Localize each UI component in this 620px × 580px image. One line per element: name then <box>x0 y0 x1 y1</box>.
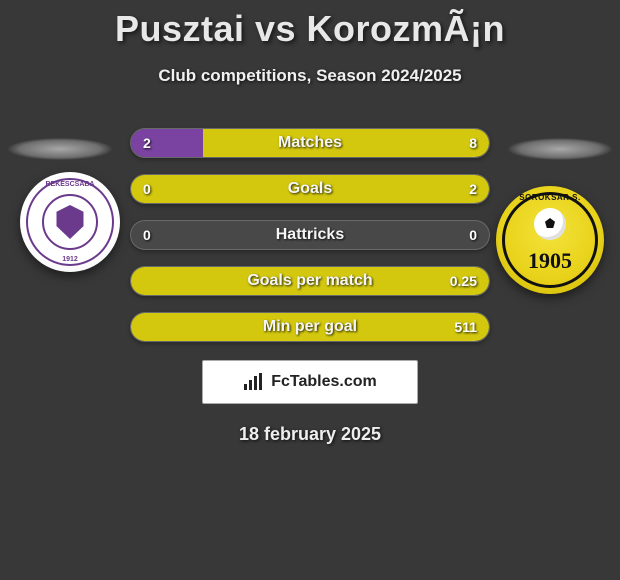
stat-value-left: 0 <box>143 181 151 197</box>
subtitle: Club competitions, Season 2024/2025 <box>0 66 620 86</box>
stat-value-right: 0.25 <box>450 273 477 289</box>
stat-fill-right <box>203 129 489 157</box>
stat-row: 2 8 Matches <box>130 128 490 158</box>
stat-label: Min per goal <box>263 318 357 336</box>
page-title: Pusztai vs KorozmÃ¡n <box>0 0 620 50</box>
stat-value-right: 8 <box>469 135 477 151</box>
badge-right-year: 1905 <box>528 248 572 274</box>
stat-label: Goals <box>288 180 332 198</box>
badge-right-shadow <box>508 138 612 160</box>
stat-value-left: 0 <box>143 227 151 243</box>
stat-value-right: 2 <box>469 181 477 197</box>
badge-left-crest-icon <box>55 205 85 239</box>
date-label: 18 february 2025 <box>0 424 620 445</box>
stat-rows: 2 8 Matches 0 2 Goals 0 0 Hattricks 0.25 Goals per… <box>130 128 490 358</box>
comparison-stage: BEKESCSABA 1912 SOROKSAR S. 1905 2 8 Match… <box>0 114 620 344</box>
team-badge-left: BEKESCSABA 1912 <box>20 172 120 272</box>
badge-left-shadow <box>8 138 112 160</box>
stat-row: 0 0 Hattricks <box>130 220 490 250</box>
badge-left-inner <box>42 194 98 250</box>
soccer-ball-icon <box>534 208 566 240</box>
stat-label: Matches <box>278 134 342 152</box>
bars-icon <box>243 373 265 391</box>
badge-left-bottom-text: 1912 <box>20 256 120 263</box>
brand-label: FcTables.com <box>271 373 377 391</box>
stat-row: 0 2 Goals <box>130 174 490 204</box>
badge-right-arc-text: SOROKSAR S. <box>519 193 581 202</box>
stat-label: Hattricks <box>276 226 344 244</box>
stat-label: Goals per match <box>247 272 372 290</box>
stat-fill-left <box>131 129 203 157</box>
brand-box: FcTables.com <box>202 360 418 404</box>
stat-row: 0.25 Goals per match <box>130 266 490 296</box>
badge-left-top-text: BEKESCSABA <box>20 181 120 188</box>
team-badge-right: SOROKSAR S. 1905 <box>496 186 604 294</box>
stat-row: 511 Min per goal <box>130 312 490 342</box>
stat-value-right: 0 <box>469 227 477 243</box>
stat-value-right: 511 <box>454 319 477 335</box>
stat-value-left: 2 <box>143 135 151 151</box>
